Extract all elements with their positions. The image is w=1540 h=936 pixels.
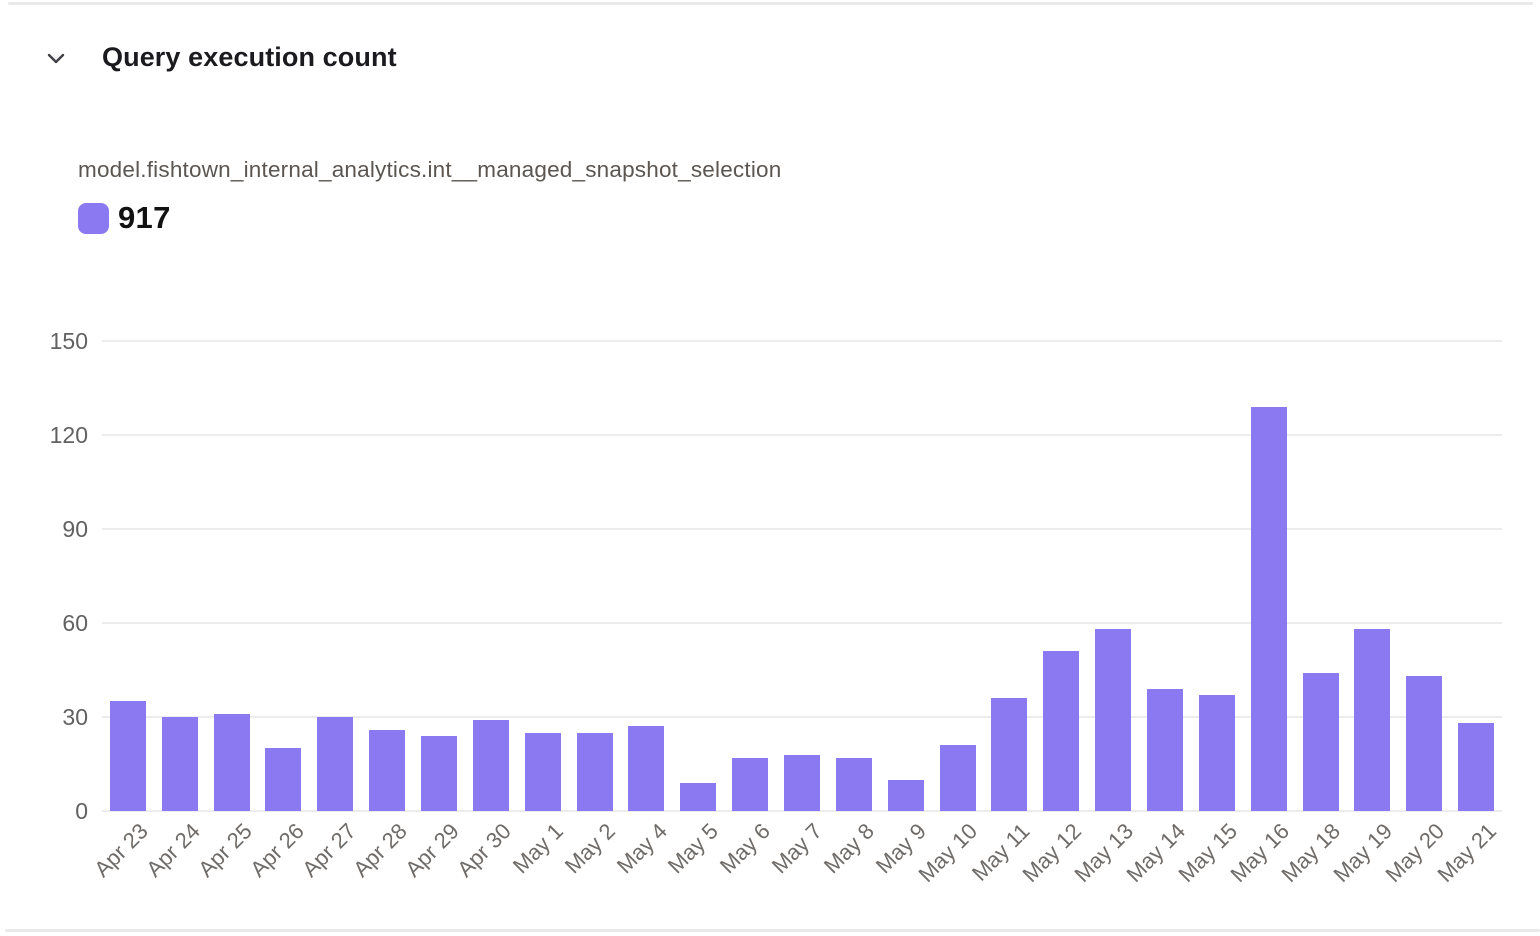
x-tick-label: May 2 [559, 818, 620, 879]
x-tick-label: May 6 [715, 818, 776, 879]
bar-may-5 [680, 782, 717, 811]
x-tick-label: May 4 [611, 818, 672, 879]
bar-apr-28 [369, 729, 406, 811]
bar-may-10 [939, 745, 976, 811]
bar-may-2 [576, 732, 613, 811]
bar-apr-24 [161, 717, 198, 811]
x-tick-label: Apr 30 [452, 818, 516, 882]
bar-may-18 [1302, 673, 1339, 811]
y-tick-label: 90 [62, 516, 88, 542]
bar-may-20 [1406, 676, 1443, 811]
bar-may-1 [524, 732, 561, 811]
gridline [102, 528, 1502, 530]
bar-may-21 [1458, 723, 1495, 811]
bar-apr-25 [213, 713, 250, 811]
bar-apr-26 [265, 748, 302, 811]
section-collapse-button[interactable] [44, 46, 68, 70]
bar-apr-23 [109, 701, 146, 811]
gridline [102, 716, 1502, 718]
bar-may-6 [732, 757, 769, 811]
gridline [102, 340, 1502, 342]
x-tick-label: May 8 [818, 818, 879, 879]
y-tick-label: 120 [49, 422, 88, 448]
chevron-down-icon [44, 46, 68, 70]
section-header: Query execution count [44, 42, 397, 73]
bar-may-7 [784, 754, 820, 811]
bar-may-4 [628, 726, 665, 811]
bar-may-9 [887, 779, 924, 811]
x-tick-label: Apr 25 [193, 818, 257, 882]
bottom-divider [5, 929, 1540, 932]
bar-apr-30 [472, 720, 509, 811]
bar-may-14 [1146, 688, 1183, 811]
gridline [102, 434, 1502, 436]
bar-apr-27 [317, 717, 354, 811]
y-tick-label: 60 [62, 610, 88, 636]
bar-may-11 [991, 698, 1028, 811]
x-tick-label: Apr 27 [296, 818, 361, 882]
x-tick-label: May 5 [663, 818, 724, 879]
section-title: Query execution count [102, 42, 397, 72]
top-divider [8, 2, 1533, 5]
x-tick-label: Apr 23 [89, 818, 153, 882]
x-tick-label: Apr 24 [141, 818, 205, 882]
bar-chart: 0 30 60 90 120 150 Apr 23 Apr 24 Apr 25 Apr 26 Apr… [50, 328, 1502, 887]
x-tick-label: Apr 28 [348, 818, 413, 882]
legend-swatch [78, 202, 109, 234]
y-tick-label: 30 [62, 704, 88, 730]
gridline [102, 810, 1502, 812]
bar-may-8 [835, 757, 872, 811]
bar-may-12 [1043, 651, 1080, 811]
x-tick-label: May 7 [766, 818, 827, 879]
gridline [102, 622, 1502, 624]
bar-may-13 [1095, 629, 1132, 811]
bar-may-19 [1354, 629, 1391, 811]
y-tick-label: 0 [75, 798, 88, 824]
x-tick-label: Apr 26 [244, 818, 309, 882]
x-tick-label: May 1 [507, 818, 568, 879]
series-label: model.fishtown_internal_analytics.int__m… [78, 157, 782, 182]
y-tick-label: 150 [49, 328, 88, 354]
bar-may-15 [1198, 695, 1235, 811]
bar-apr-29 [421, 735, 458, 811]
bar-may-16 [1250, 406, 1287, 811]
x-tick-label: Apr 29 [400, 818, 465, 882]
legend-item[interactable]: 917 [78, 200, 171, 236]
legend-value: 917 [118, 200, 171, 235]
